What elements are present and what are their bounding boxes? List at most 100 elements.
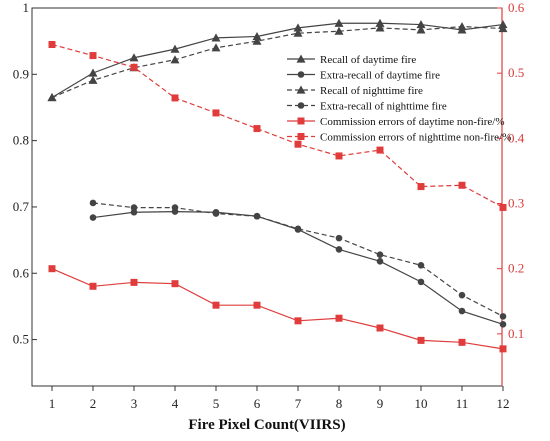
data-point	[417, 183, 425, 191]
data-point	[89, 52, 97, 60]
data-point	[47, 93, 57, 102]
data-point	[89, 199, 97, 207]
data-point	[376, 258, 384, 265]
data-point	[417, 278, 425, 286]
data-point	[48, 40, 56, 48]
series-4	[89, 199, 507, 320]
data-point	[171, 280, 179, 288]
data-point	[89, 282, 97, 290]
data-point	[335, 314, 343, 322]
left-tick-label: 0.5	[13, 332, 29, 347]
data-point	[458, 307, 466, 315]
left-tick-label: 0.8	[13, 133, 29, 148]
data-point	[458, 181, 466, 189]
x-axis-label: Fire Pixel Count(VIIRS)	[188, 417, 345, 433]
data-point	[170, 55, 180, 64]
x-tick-label: 3	[131, 396, 138, 411]
legend-marker	[297, 133, 305, 140]
legend-marker	[296, 54, 306, 63]
data-point	[212, 109, 220, 117]
data-point	[212, 210, 220, 217]
data-point	[499, 313, 507, 320]
data-point	[293, 23, 303, 32]
data-point	[252, 36, 262, 45]
data-point	[376, 324, 384, 332]
data-point	[88, 68, 98, 77]
x-tick-label: 10	[415, 396, 428, 411]
series-6	[48, 40, 507, 211]
x-tick-label: 6	[254, 396, 261, 411]
data-point	[417, 336, 425, 344]
right-tick-label: 0.4	[508, 130, 525, 145]
data-point	[335, 152, 343, 160]
x-tick-label: 5	[213, 396, 220, 411]
data-point	[170, 44, 180, 53]
legend-marker	[297, 102, 305, 109]
data-point	[130, 63, 138, 71]
data-point	[335, 246, 343, 253]
legend-marker	[297, 71, 305, 78]
x-tick-label: 8	[336, 396, 343, 411]
legend-label: Commission errors of nighttime non-fire/…	[320, 132, 511, 144]
left-axis-ticks: 0.5 0.6 0.7 0.8 0.9 1	[13, 0, 37, 347]
data-point	[171, 204, 179, 211]
data-point	[376, 146, 384, 154]
legend-item: Recall of daytime fire	[287, 54, 416, 66]
data-point	[458, 338, 466, 346]
x-tick-label: 7	[295, 396, 302, 411]
data-point	[294, 225, 302, 233]
x-axis-ticks: 1 2 3 4 5 6 7 8 9 10 11 12	[49, 386, 510, 411]
x-tick-label: 11	[456, 396, 469, 411]
data-point	[416, 25, 426, 34]
legend-label: Commission errors of daytime non-fire/%	[320, 116, 505, 128]
right-axis-ticks: 0.1 0.2 0.3 0.4 0.5 0.6	[497, 0, 525, 341]
data-point	[498, 24, 508, 33]
series-line	[51, 25, 504, 99]
data-point	[416, 20, 426, 29]
data-point	[211, 43, 221, 52]
data-point	[417, 262, 425, 269]
data-point	[89, 214, 97, 221]
data-point	[499, 321, 507, 328]
data-point	[294, 317, 302, 325]
series-line	[51, 268, 504, 350]
legend-item: Recall of nighttime fire	[287, 85, 423, 97]
x-tick-label: 1	[49, 396, 56, 411]
left-tick-label: 0.9	[13, 66, 29, 81]
x-tick-label: 9	[377, 396, 384, 411]
data-point	[457, 22, 467, 31]
data-point	[48, 265, 56, 273]
series-line	[92, 202, 504, 317]
legend-label: Recall of nighttime fire	[320, 85, 423, 97]
x-tick-label: 12	[497, 396, 510, 411]
data-point	[334, 26, 344, 35]
legend: Recall of daytime fire Extra-recall of da…	[287, 54, 511, 144]
data-point	[294, 140, 302, 148]
legend-item: Extra-recall of daytime fire	[287, 70, 440, 82]
data-point	[130, 208, 138, 216]
left-tick-label: 0.6	[13, 265, 30, 280]
right-tick-label: 0.2	[508, 261, 524, 276]
data-point	[375, 18, 385, 27]
legend-marker	[297, 117, 305, 125]
data-point	[130, 204, 138, 211]
legend-item: Extra-recall of nighttime fire	[287, 101, 447, 113]
data-point	[253, 125, 261, 133]
data-point	[212, 301, 220, 309]
series-3	[47, 22, 508, 102]
legend-item: Commission errors of nighttime non-fire/…	[287, 132, 511, 144]
data-point	[499, 345, 507, 353]
data-point	[293, 28, 303, 37]
data-point	[88, 75, 98, 84]
right-tick-label: 0.6	[508, 0, 525, 15]
legend-label: Extra-recall of nighttime fire	[320, 101, 447, 113]
left-tick-label: 1	[23, 0, 30, 15]
x-tick-label: 4	[172, 396, 179, 411]
data-point	[129, 53, 139, 62]
data-point	[334, 18, 344, 27]
data-point	[253, 301, 261, 309]
legend-label: Extra-recall of daytime fire	[320, 70, 440, 82]
right-tick-label: 0.3	[508, 196, 524, 211]
data-point	[211, 33, 221, 42]
